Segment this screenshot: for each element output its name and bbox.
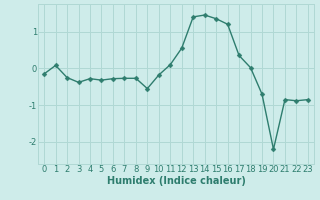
X-axis label: Humidex (Indice chaleur): Humidex (Indice chaleur) <box>107 176 245 186</box>
